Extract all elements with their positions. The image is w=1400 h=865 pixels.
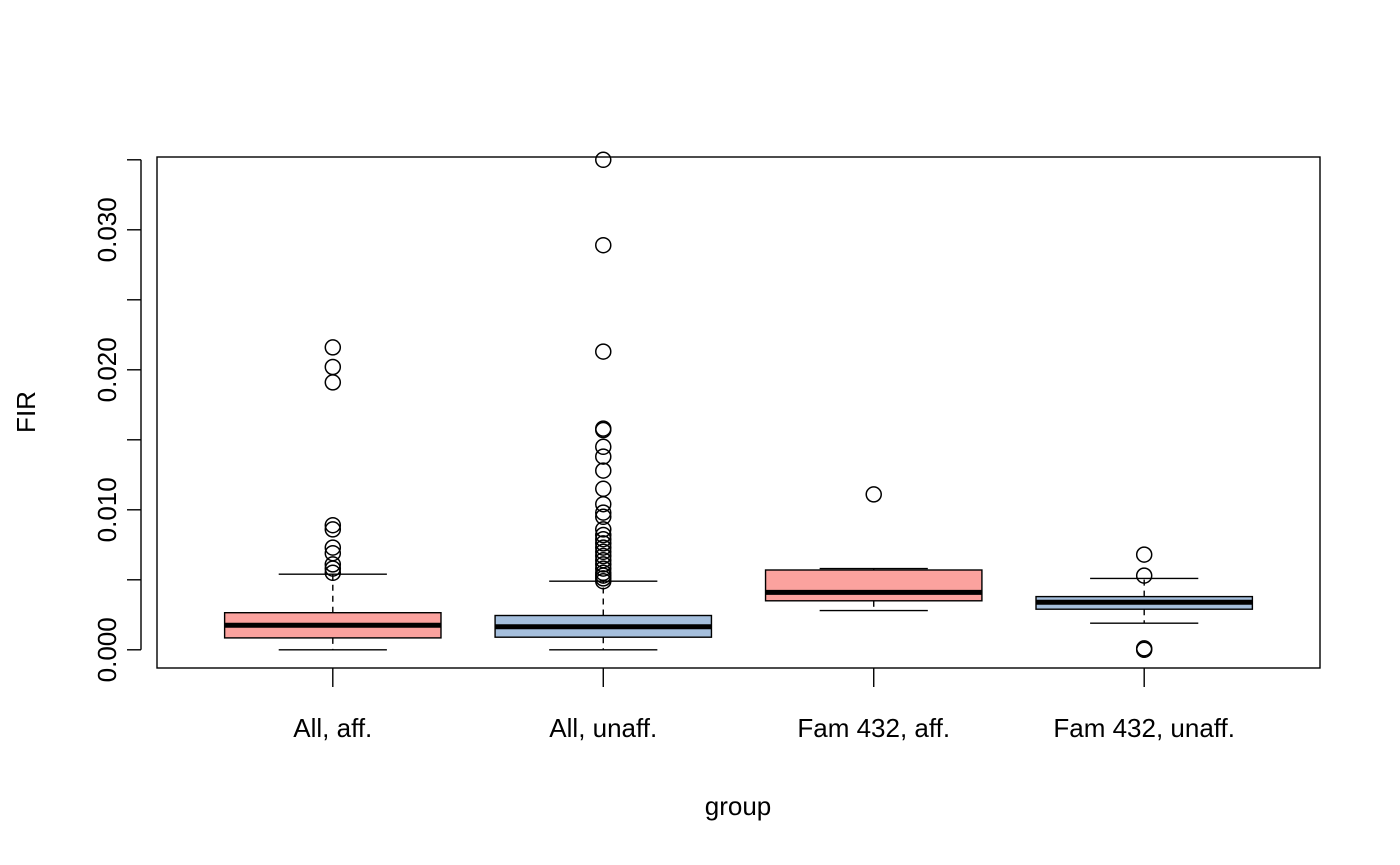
outlier-point bbox=[324, 556, 342, 573]
outlier-point bbox=[324, 516, 342, 534]
box-group bbox=[494, 151, 713, 651]
y-tick-label: 0.030 bbox=[92, 197, 122, 262]
outlier-point bbox=[595, 539, 612, 556]
outlier-point bbox=[595, 521, 612, 538]
outlier-point bbox=[595, 420, 612, 437]
outlier-point bbox=[595, 560, 612, 577]
outlier-point bbox=[595, 504, 612, 521]
outlier-point bbox=[595, 551, 612, 569]
y-tick-label: 0.020 bbox=[92, 337, 122, 402]
outlier-point bbox=[324, 544, 342, 562]
box-group bbox=[223, 339, 442, 651]
x-axis-title: group bbox=[705, 791, 772, 821]
x-tick-label: Fam 432, unaff. bbox=[1053, 713, 1235, 743]
box bbox=[764, 569, 983, 602]
outlier-point bbox=[595, 343, 612, 360]
outlier-point bbox=[595, 508, 612, 526]
outlier-point bbox=[595, 564, 612, 582]
outlier-point bbox=[1135, 567, 1153, 584]
outlier-point bbox=[595, 547, 612, 565]
outlier-point bbox=[595, 448, 612, 465]
box-group bbox=[1035, 546, 1254, 659]
x-tick-label: Fam 432, aff. bbox=[797, 713, 950, 743]
x-tick-label: All, aff. bbox=[293, 713, 372, 743]
outlier-point bbox=[324, 339, 342, 356]
outlier-point bbox=[595, 462, 612, 479]
outlier-point bbox=[865, 486, 882, 503]
outlier-point bbox=[595, 236, 612, 254]
x-axis: All, aff. All, unaff. Fam 432, aff. Fam 432… bbox=[293, 668, 1235, 743]
y-tick-label: 0.000 bbox=[92, 617, 122, 682]
outlier-point bbox=[324, 564, 342, 582]
outlier-point bbox=[595, 543, 612, 561]
outlier-point bbox=[595, 556, 612, 573]
outlier-point bbox=[324, 521, 342, 538]
outlier-point bbox=[595, 526, 612, 544]
outlier-point bbox=[595, 535, 612, 552]
outlier-point bbox=[595, 421, 612, 439]
outlier-point bbox=[324, 539, 342, 556]
boxes bbox=[223, 151, 1254, 659]
outlier-point bbox=[1135, 546, 1153, 563]
x-tick-label: All, unaff. bbox=[549, 713, 657, 743]
box-group bbox=[764, 486, 983, 612]
outlier-point bbox=[595, 151, 612, 169]
outlier-point bbox=[1135, 641, 1153, 659]
y-axis: 0.000 0.010 0.020 0.030 bbox=[92, 159, 142, 682]
y-tick-label: 0.010 bbox=[92, 477, 122, 542]
outlier-point bbox=[595, 530, 612, 548]
plot-frame bbox=[156, 156, 1321, 669]
outlier-point bbox=[324, 358, 342, 376]
outlier-point bbox=[595, 480, 612, 498]
outlier-point bbox=[324, 374, 342, 391]
outlier-point bbox=[1135, 640, 1153, 657]
y-axis-title: FIR bbox=[11, 391, 41, 433]
outlier-point bbox=[595, 438, 612, 456]
